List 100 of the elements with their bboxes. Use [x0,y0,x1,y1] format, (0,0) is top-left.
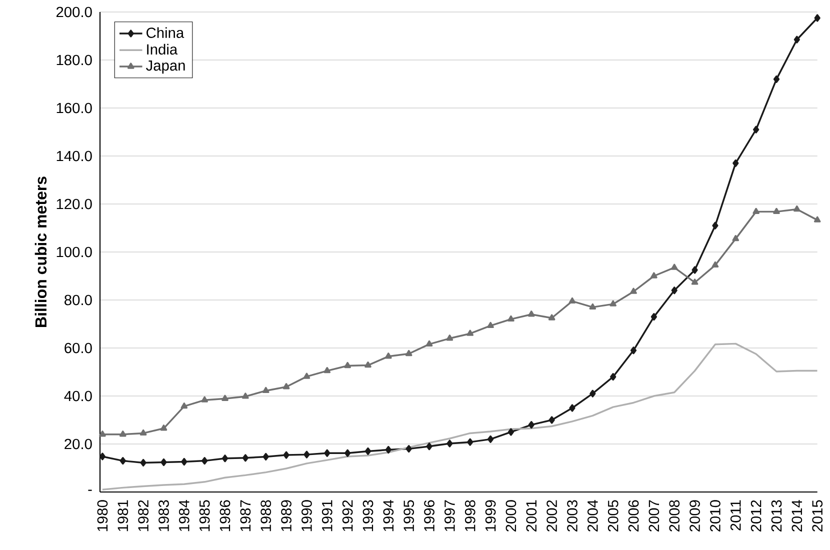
point [262,386,270,394]
x-tick-label: 2007 [648,500,660,532]
x-tick-label: 2005 [608,500,618,532]
point [528,420,534,429]
y-tick-label: 200.0 [56,6,92,18]
point [712,261,719,268]
x-tick-label: 1988 [260,500,272,532]
x-tick-label: 2002 [546,500,558,532]
point [569,404,576,412]
y-tick-label: 180.0 [56,54,92,66]
point [732,234,740,242]
point [650,272,658,278]
x-tick-label: 1984 [178,500,190,532]
point [385,446,392,454]
point [446,440,453,448]
x-tick-label: 1981 [118,500,128,532]
x-tick-label: 1992 [342,500,353,532]
point [283,451,290,459]
x-tick-label: 1986 [220,500,230,532]
x-tick-label: 1996 [424,500,434,532]
point [385,352,392,359]
x-tick-label: 1980 [97,500,108,532]
point [610,300,616,306]
x-tick-label: 2014 [792,500,802,532]
point [426,340,433,346]
x-tick-label: 1997 [444,500,455,532]
y-tick-label: - [88,490,92,491]
point [99,430,106,437]
point [160,424,168,431]
point [773,208,780,214]
point [181,458,188,466]
x-tick-label: 1998 [464,500,476,532]
point [262,452,269,461]
x-tick-label: 1993 [362,500,374,532]
point [732,159,739,167]
point [773,75,780,83]
point [426,442,432,450]
point [487,435,494,444]
x-tick-label: 2008 [669,500,680,532]
x-tick-label: 2006 [628,500,639,532]
x-tick-label: 1999 [485,500,496,532]
x-tick-label: 2013 [771,500,782,532]
legend-label: India [147,44,178,55]
y-tick-label: 100.0 [56,246,92,258]
x-tick-label: 2004 [587,500,598,532]
point [467,438,474,446]
point [590,390,596,398]
point [528,310,535,317]
point [814,14,820,22]
x-tick-label: 1989 [281,500,292,532]
point [99,452,106,460]
point [405,350,412,356]
point [568,297,576,304]
x-tick-label: 2012 [750,500,762,532]
x-tick-label: 1991 [322,500,332,532]
y-tick-label: 120.0 [56,198,92,210]
point [364,361,372,368]
point [794,36,800,44]
point [324,449,330,457]
point [304,450,310,458]
point [753,126,760,134]
point [222,454,228,462]
x-tick-label: 1985 [199,500,210,532]
point [650,312,658,321]
x-tick-label: 1982 [138,500,148,532]
x-tick-label: 2003 [567,500,578,532]
point [303,372,310,379]
y-tick-label: 40.0 [64,390,92,402]
y-tick-label: 160.0 [56,102,92,114]
point [140,458,146,467]
y-tick-label: 20.0 [64,438,92,450]
y-tick-label: 140.0 [56,150,92,162]
point [282,383,290,390]
point [712,222,718,230]
legend-label: China [146,27,184,38]
point [548,314,556,320]
y-axis-title: Billion cubic meters [34,176,47,327]
point [344,362,351,368]
x-tick-label: 2010 [710,500,720,532]
point [508,428,514,436]
point [670,264,678,270]
point [140,429,147,436]
point [446,334,454,341]
point [752,208,760,214]
point [548,416,555,424]
x-tick-label: 2009 [690,500,700,532]
point [242,392,249,399]
point [242,454,248,462]
x-tick-label: 1983 [158,500,169,532]
x-tick-label: 1987 [240,500,251,532]
point [364,447,372,456]
x-tick-label: 1995 [404,500,414,532]
point [487,322,494,328]
point [119,430,126,437]
point [630,346,637,354]
x-tick-label: 2000 [506,500,516,532]
point [180,402,188,409]
point [691,278,698,285]
point [406,445,412,453]
point [202,456,208,465]
